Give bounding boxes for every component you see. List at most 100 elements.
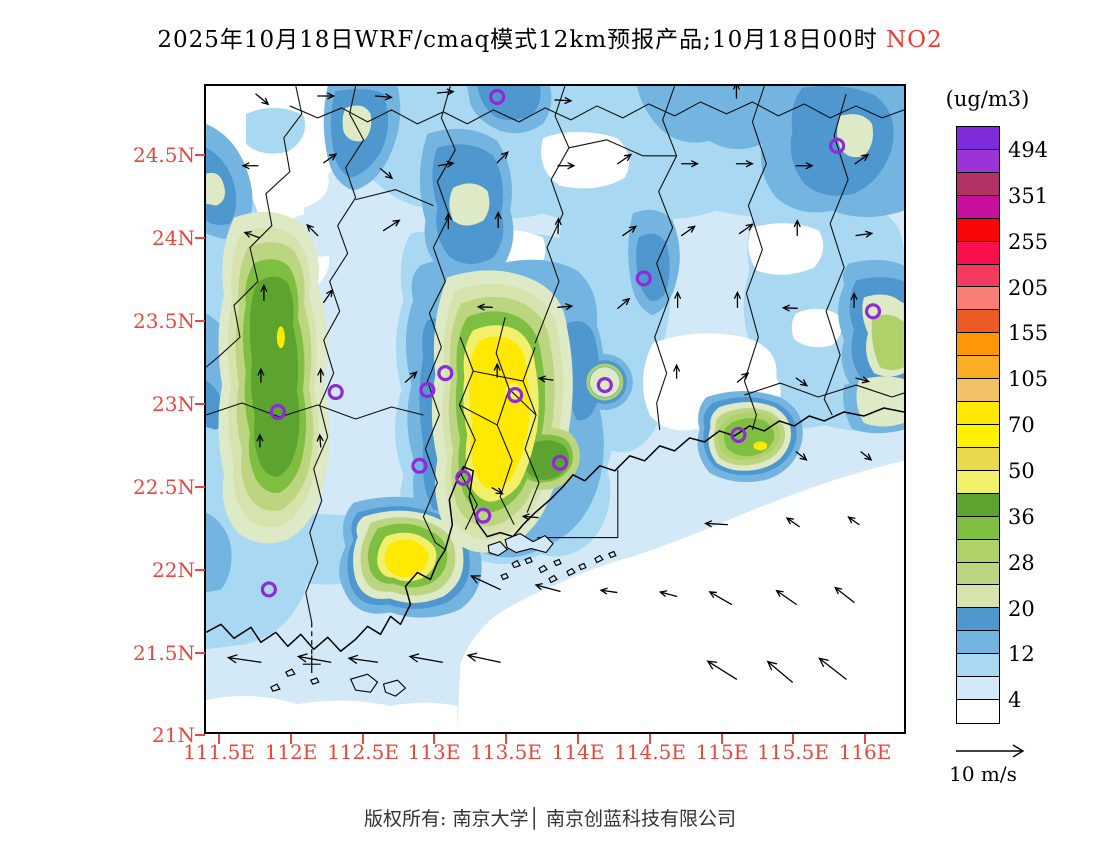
station-marker [327, 383, 344, 401]
colorbar-cell [957, 333, 999, 357]
station-marker [489, 88, 506, 106]
wind-arrow [850, 291, 858, 308]
colorbar-cell [957, 516, 999, 540]
map-graphic [508, 388, 537, 416]
wind-arrow [834, 586, 855, 604]
page-title: 2025年10月18日WRF/cmaq模式12km预报产品;10月18日00时 … [0, 20, 1100, 54]
title-pollutant: NO2 [886, 27, 943, 53]
wind-arrow [680, 160, 700, 168]
wind-arrow [323, 288, 334, 303]
colorbar-cell [957, 402, 999, 425]
wind-arrow [680, 225, 696, 237]
map-graphic [487, 540, 508, 557]
wind-arrow [493, 362, 501, 378]
wind-arrow [436, 88, 455, 96]
colorbar-cell [957, 356, 999, 380]
wind-arrow [496, 151, 509, 164]
station-marker [551, 454, 569, 471]
wind-arrow [323, 153, 338, 164]
wind-arrow [704, 520, 729, 528]
lon-tick [864, 734, 866, 744]
wind-arrow [306, 223, 319, 237]
wind-arrow [226, 654, 262, 664]
colorbar-cell [957, 608, 999, 632]
colorbar-tick-label: 20 [1008, 596, 1035, 621]
colorbar-tick-label: 351 [1008, 183, 1049, 208]
colorbar-tick-label: 12 [1008, 642, 1035, 667]
hk-boundary-box [537, 469, 619, 539]
lon-tick [721, 734, 723, 744]
colorbar-cell [957, 218, 999, 242]
map-graphic [449, 183, 490, 226]
map-graphic [743, 86, 767, 431]
lat-tick [195, 652, 205, 654]
map-graphic [422, 86, 456, 551]
wind-arrow [855, 230, 874, 238]
map-graphic [524, 556, 533, 565]
colorbar [956, 126, 1000, 724]
map-graphic [589, 367, 620, 398]
colorbar-tick-label: 494 [1008, 137, 1049, 162]
map-graphic [473, 370, 524, 382]
map-graphic [309, 677, 320, 685]
lat-tick [195, 320, 205, 322]
wind-arrow [408, 653, 443, 663]
wind-arrow [554, 217, 562, 235]
colorbar-cell [957, 654, 999, 678]
wind-arrow [855, 376, 871, 384]
lon-tick [649, 734, 651, 744]
station-marker [437, 365, 454, 382]
lon-tick [290, 734, 292, 744]
colorbar-cell [957, 700, 999, 723]
map-graphic [608, 550, 617, 559]
lat-tick [195, 237, 205, 239]
wind-arrow [491, 487, 504, 495]
lat-tick-label: 21N [152, 723, 195, 747]
map-graphic [384, 539, 429, 578]
wind-arrow [733, 290, 741, 308]
wind-arrow [257, 367, 265, 383]
wind-arrow [379, 168, 394, 180]
colorbar-cell [957, 127, 999, 150]
title-main: 2025年10月18日WRF/cmaq模式12km预报产品;10月18日00时 [157, 27, 878, 53]
colorbar-cell [957, 195, 999, 219]
map-graphic [578, 562, 587, 571]
islands [270, 533, 617, 697]
map-graphic [457, 460, 904, 732]
map-graphic [500, 572, 509, 581]
wind-arrow [260, 283, 268, 301]
wind-arrow [537, 375, 554, 383]
map-graphic [566, 567, 576, 577]
wind-arrow [658, 590, 678, 598]
wind-arrow [316, 433, 324, 448]
colorbar-cell [957, 470, 999, 494]
wind-arrow [854, 153, 870, 165]
map-graphic [534, 86, 570, 344]
map-graphic [504, 533, 554, 554]
map-graphic [837, 114, 874, 158]
lon-tick [792, 734, 794, 744]
map-graphic [541, 131, 630, 189]
lon-tick-label: 111.5E [183, 740, 255, 764]
lon-tick-label: 113E [407, 740, 461, 764]
colorbar-cell [957, 585, 999, 609]
lat-tick-label: 23N [152, 392, 195, 416]
station-marker [635, 270, 652, 287]
wind-arrow [347, 654, 379, 664]
map-graphic [856, 376, 904, 427]
wind-arrow [732, 86, 740, 99]
station-marker [507, 386, 524, 404]
lat-tick [195, 569, 205, 571]
colorbar-cell [957, 172, 999, 196]
colorbar-cell [957, 241, 999, 265]
map-graphic [276, 326, 285, 349]
colorbar-tick-label: 70 [1008, 413, 1035, 438]
wind-arrow [521, 513, 539, 521]
wind-arrow [476, 303, 493, 311]
lat-tick-label: 24.5N [132, 143, 195, 167]
map-graphic [349, 673, 379, 693]
contour-map [206, 86, 904, 732]
colorbar-tick-label: 4 [1008, 688, 1022, 713]
wind-arrow [557, 303, 574, 311]
wind-arrow [673, 363, 681, 379]
